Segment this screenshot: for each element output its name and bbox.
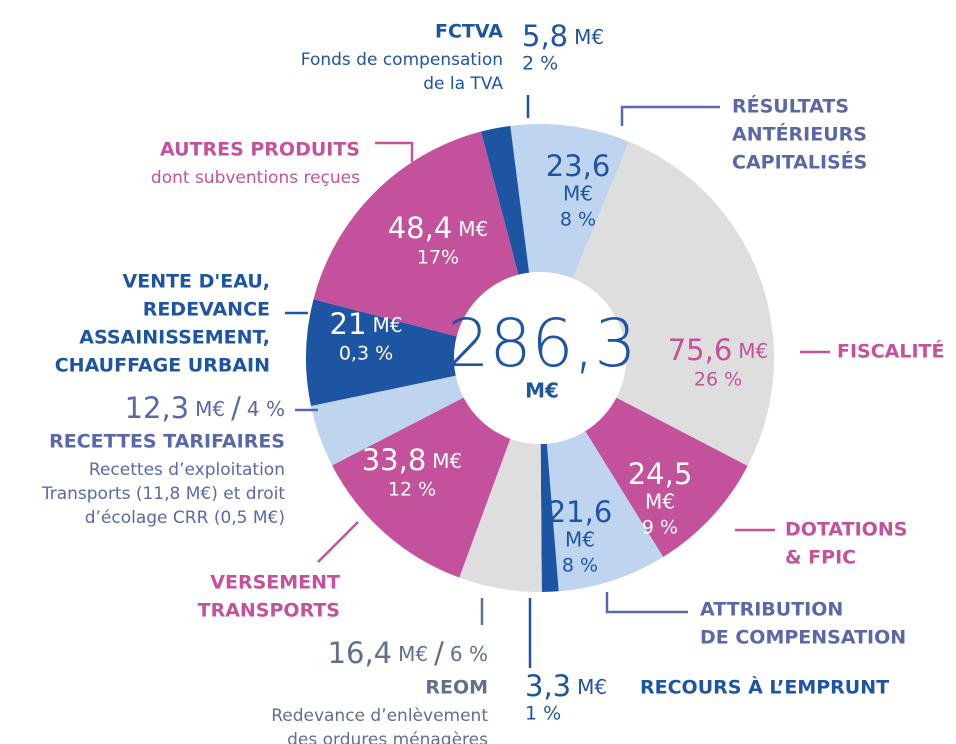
donut-segment [310,375,464,466]
unit: M€ [577,675,607,699]
value: 33,8 [362,443,427,477]
value-label: 5,8 M€ [522,19,604,53]
unit: M€ [432,449,462,473]
value-label: 21,6 [548,495,613,529]
value: 5,8 [522,19,568,53]
donut-segment [306,299,457,407]
total-label: 286,3 [448,305,637,382]
value: 12,3 [125,391,190,425]
value: 48,4 [388,211,453,245]
value: 75,6 [668,333,733,367]
donut-segment [332,397,511,578]
category-description: d’écolage CRR (0,5 M€) [85,508,285,528]
leader-line [317,521,359,563]
percent-label: 12 % [388,479,436,501]
category-description: Redevance d’enlèvement [271,706,488,726]
donut-segment [510,124,630,279]
percent-label: 6 % [450,642,488,666]
value: 16,4 [328,636,393,670]
category-name: RÉSULTATS [732,95,849,118]
value-label: 24,5 [628,457,693,491]
unit: M€ [195,397,225,421]
total-unit: M€ [525,379,559,403]
category-name: ANTÉRIEURS [732,123,867,146]
category-description: des ordures ménagères [287,730,488,744]
category-name: ASSAINISSEMENT, [79,327,270,349]
unit: M€ [738,339,768,363]
percent-label: 0,3 % [339,343,393,365]
value: 3,3 [525,669,571,703]
separator: / [434,636,444,670]
value-label: 16,4 M€/6 % [328,636,488,670]
category-name: REOM [425,677,488,699]
value-label: 33,8 M€ [362,443,463,477]
donut-segment [313,131,519,337]
donut-hole [454,272,626,444]
category-name: REDEVANCE [143,299,270,321]
category-description: dont subventions reçues [151,168,360,188]
percent-label: 17% [417,247,459,269]
category-name: CHAUFFAGE URBAIN [55,355,270,377]
category-name: VENTE D'EAU, [123,271,270,293]
category-name: RECETTES TARIFAIRES [49,431,285,453]
category-name: CAPITALISÉS [732,151,867,174]
category-name: ATTRIBUTION [700,599,843,621]
leader-line [375,141,414,162]
donut-segment [459,438,542,592]
value: 21,6 [548,495,613,529]
value-label: 21 M€ [330,307,403,341]
value-label: 48,4 M€ [388,211,489,245]
value: 23,6 [546,149,611,183]
value-label: 23,6 [546,149,611,183]
value-label: 3,3 M€ [525,669,607,703]
unit: M€ [372,313,402,337]
percent-label: 8 % [562,555,598,577]
unit: M€ [645,490,675,514]
unit: M€ [563,182,593,206]
percent-label: 1 % [525,703,561,725]
value: 21 [330,307,367,341]
value-label: 12,3 M€/4 % [125,391,285,425]
unit: M€ [574,25,604,49]
category-name: & FPIC [785,547,856,569]
category-name: VERSEMENT [210,572,340,594]
value: 24,5 [628,457,693,491]
value-label: 75,6 M€ [668,333,769,367]
donut-segment [546,431,664,592]
category-name: DE COMPENSATION [700,627,906,649]
percent-label: 9 % [642,517,678,539]
unit: M€ [398,642,428,666]
category-description: de la TVA [423,74,503,94]
category-name: RECOURS À L’EMPRUNT [640,676,889,699]
category-name: FCTVA [435,21,503,43]
separator: / [231,391,241,425]
category-description: Recettes d’exploitation [89,460,285,480]
category-description: Transports (11,8 M€) et droit [41,484,285,504]
unit: M€ [565,528,595,552]
percent-label: 26 % [694,369,742,391]
donut-segment [585,397,748,557]
category-name: TRANSPORTS [198,600,340,622]
percent-label: 4 % [247,397,285,421]
category-name: FISCALITÉ [837,340,945,363]
category-name: AUTRES PRODUITS [160,139,360,161]
leader-line [605,592,688,614]
category-description: Fonds de compensation [301,50,503,70]
leader-line [620,105,720,126]
unit: M€ [458,217,488,241]
donut-segment [481,125,530,275]
percent-label: 8 % [560,209,596,231]
donut-segment [540,443,559,592]
donut-segment [572,141,775,466]
category-name: DOTATIONS [785,519,907,541]
percent-label: 2 % [522,53,558,75]
